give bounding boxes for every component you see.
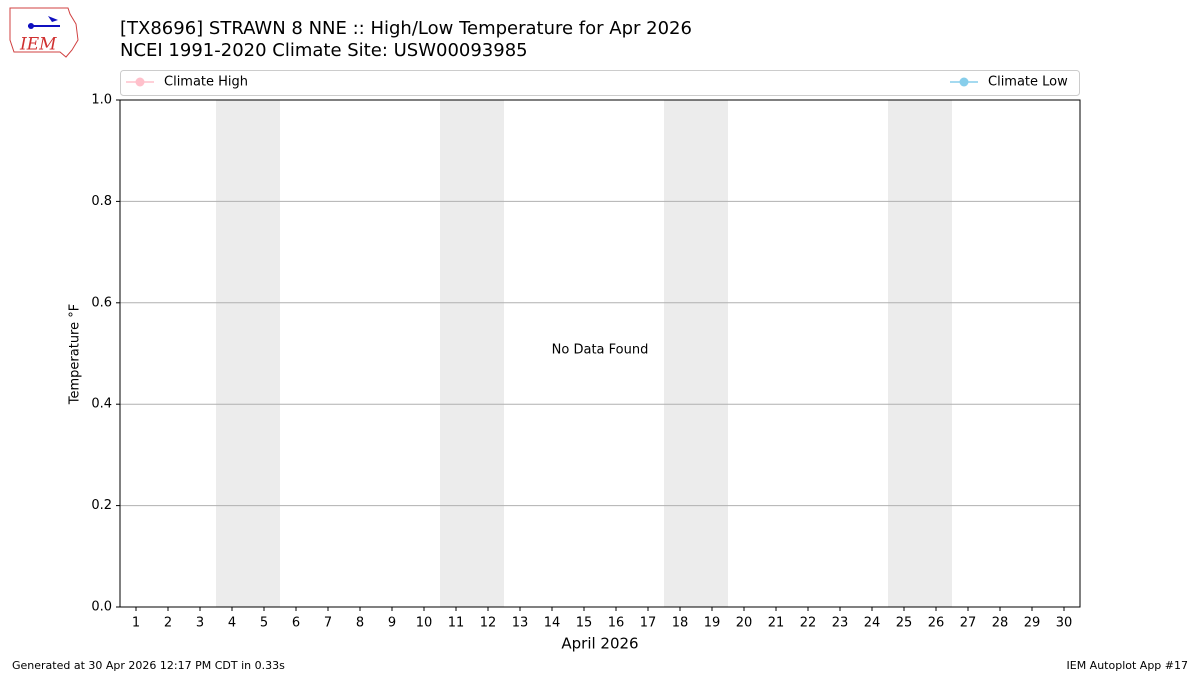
shade bbox=[696, 100, 728, 607]
x-tick-label: 5 bbox=[260, 616, 268, 631]
legend-box bbox=[120, 70, 1080, 96]
chart-title: [TX8696] STRAWN 8 NNE :: High/Low Temper… bbox=[120, 18, 692, 39]
x-axis-label: April 2026 bbox=[561, 635, 638, 653]
shade bbox=[920, 100, 952, 607]
x-tick-label: 23 bbox=[832, 616, 849, 631]
y-tick-label: 1.0 bbox=[91, 93, 112, 108]
logo-icon bbox=[48, 16, 58, 22]
x-tick-label: 13 bbox=[512, 616, 529, 631]
legend-marker bbox=[135, 77, 145, 87]
x-tick-label: 9 bbox=[388, 616, 396, 631]
y-tick-label: 0.2 bbox=[91, 498, 112, 513]
x-tick-label: 1 bbox=[132, 616, 140, 631]
x-tick-label: 15 bbox=[576, 616, 593, 631]
x-tick-label: 3 bbox=[196, 616, 204, 631]
x-tick-label: 14 bbox=[544, 616, 561, 631]
shade bbox=[888, 100, 920, 607]
x-tick-label: 16 bbox=[608, 616, 625, 631]
x-tick-label: 22 bbox=[800, 616, 817, 631]
x-tick-label: 12 bbox=[480, 616, 497, 631]
x-tick-label: 8 bbox=[356, 616, 364, 631]
y-tick-label: 0.0 bbox=[91, 600, 112, 615]
x-tick-label: 27 bbox=[960, 616, 977, 631]
annotation: No Data Found bbox=[552, 343, 649, 358]
shade bbox=[472, 100, 504, 607]
x-tick-label: 28 bbox=[992, 616, 1009, 631]
y-axis-label: Temperature °F bbox=[68, 304, 83, 405]
x-tick-label: 11 bbox=[448, 616, 465, 631]
x-tick-label: 10 bbox=[416, 616, 433, 631]
x-tick-label: 17 bbox=[640, 616, 657, 631]
plot-area bbox=[120, 99, 1080, 608]
x-tick-label: 7 bbox=[324, 616, 332, 631]
logo: IEM bbox=[9, 7, 79, 58]
legend-label: Climate Low bbox=[988, 75, 1068, 90]
x-tick-label: 19 bbox=[704, 616, 721, 631]
chart-subtitle: NCEI 1991-2020 Climate Site: USW00093985 bbox=[120, 40, 528, 61]
shade bbox=[248, 100, 280, 607]
x-tick-label: 2 bbox=[164, 616, 172, 631]
x-tick-label: 29 bbox=[1024, 616, 1041, 631]
logo-icon bbox=[28, 23, 34, 29]
footer-left: Generated at 30 Apr 2026 12:17 PM CDT in… bbox=[12, 659, 285, 672]
shade bbox=[664, 100, 696, 607]
x-tick-label: 6 bbox=[292, 616, 300, 631]
shade bbox=[216, 100, 248, 607]
y-tick-label: 0.6 bbox=[91, 295, 112, 310]
legend-label: Climate High bbox=[164, 75, 248, 90]
footer-right: IEM Autoplot App #17 bbox=[1067, 659, 1189, 672]
x-tick-label: 24 bbox=[864, 616, 881, 631]
axes-frame bbox=[119, 99, 1081, 608]
x-tick-label: 30 bbox=[1056, 616, 1073, 631]
x-tick-label: 25 bbox=[896, 616, 913, 631]
shade bbox=[440, 100, 472, 607]
x-tick-label: 26 bbox=[928, 616, 945, 631]
x-tick-label: 4 bbox=[228, 616, 236, 631]
x-tick-label: 21 bbox=[768, 616, 785, 631]
x-tick-label: 20 bbox=[736, 616, 753, 631]
legend-marker bbox=[959, 77, 969, 87]
logo-text: IEM bbox=[19, 35, 57, 55]
y-tick-label: 0.8 bbox=[91, 194, 112, 209]
logo-outline bbox=[9, 7, 79, 58]
x-tick-label: 18 bbox=[672, 616, 689, 631]
y-tick-label: 0.4 bbox=[91, 397, 112, 412]
